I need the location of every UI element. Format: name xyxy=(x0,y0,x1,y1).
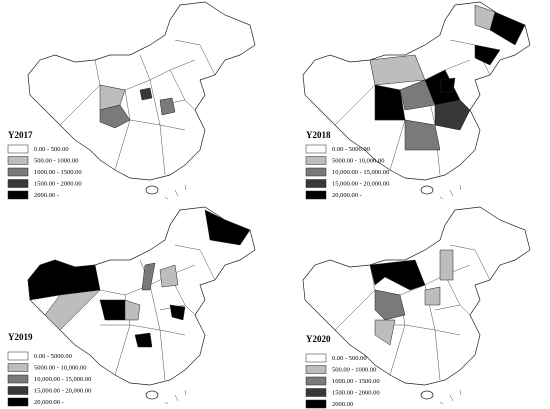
legend-label: 5000.00 - 10,000.00 xyxy=(34,364,87,371)
legend-swatch xyxy=(305,190,327,200)
legend-label: 10,000.00 - 15,000.00 xyxy=(332,169,389,176)
legend-swatch xyxy=(7,386,29,395)
legend-swatch xyxy=(305,365,327,374)
legend-swatch xyxy=(7,156,29,165)
panel-title: Y2019 xyxy=(8,332,33,342)
legend-label: 0.00 - 500.00 xyxy=(332,355,367,362)
legend-label: 0.00 - 5000.00 xyxy=(332,146,370,153)
panel-title: Y2020 xyxy=(306,334,331,344)
panel-title: Y2017 xyxy=(8,130,33,140)
legend-label: 0.00 - 500.00 xyxy=(34,146,69,153)
legend-label: 1500.00 - 2000.00 xyxy=(34,180,82,187)
legend-swatch xyxy=(305,144,327,154)
legend-label: 20,000.00 - xyxy=(332,192,362,199)
legend-label: 20,000.00 - xyxy=(34,399,64,406)
legend-label: 2000.00 - xyxy=(34,192,59,199)
legend-label: 2000.00 xyxy=(332,401,353,408)
legend-swatch xyxy=(7,374,29,384)
legend-swatch xyxy=(7,144,29,154)
map-panel: Y2017 0.00 - 500.00 500.00 - 1000.00 1000.… xyxy=(7,1,256,200)
legend-label: 0.00 - 5000.00 xyxy=(34,353,72,360)
legend-label: 15,000.00 - 20,000.00 xyxy=(332,180,389,187)
legend-swatch xyxy=(305,167,327,177)
legend-swatch xyxy=(305,376,327,386)
legend-swatch xyxy=(305,388,327,397)
map-panel: Y2018 0.00 - 5000.00 5000.00 - 10,000.00 1… xyxy=(302,1,531,200)
legend-label: 10,000.00 - 15,000.00 xyxy=(34,376,91,383)
legend-swatch xyxy=(305,179,327,188)
legend-label: 15,000.00 - 20,000.00 xyxy=(34,387,91,394)
legend-label: 1500.00 - 2000.00 xyxy=(332,389,380,396)
panel-title: Y2018 xyxy=(306,130,331,140)
legend-label: 5000.00 - 10,000.00 xyxy=(332,157,385,164)
legend-swatch xyxy=(7,190,29,200)
legend-swatch xyxy=(7,351,29,361)
legend-label: 1000.00 - 1500.00 xyxy=(34,169,82,176)
legend-label: 500.00 - 1000.00 xyxy=(332,366,376,373)
legend-swatch xyxy=(305,353,327,363)
map-panel: Y2020 0.00 - 500.00 500.00 - 1000.00 1000.… xyxy=(302,206,531,409)
legend-swatch xyxy=(305,156,327,165)
legend-swatch xyxy=(7,167,29,177)
legend-swatch xyxy=(7,179,29,188)
legend-swatch xyxy=(7,397,29,407)
legend-swatch xyxy=(305,399,327,409)
legend-swatch xyxy=(7,363,29,372)
map-panel: Y2019 0.00 - 5000.00 5000.00 - 10,000.00 1… xyxy=(7,206,256,407)
legend-label: 1000.00 - 1500.00 xyxy=(332,378,380,385)
legend-label: 500.00 - 1000.00 xyxy=(34,157,78,164)
